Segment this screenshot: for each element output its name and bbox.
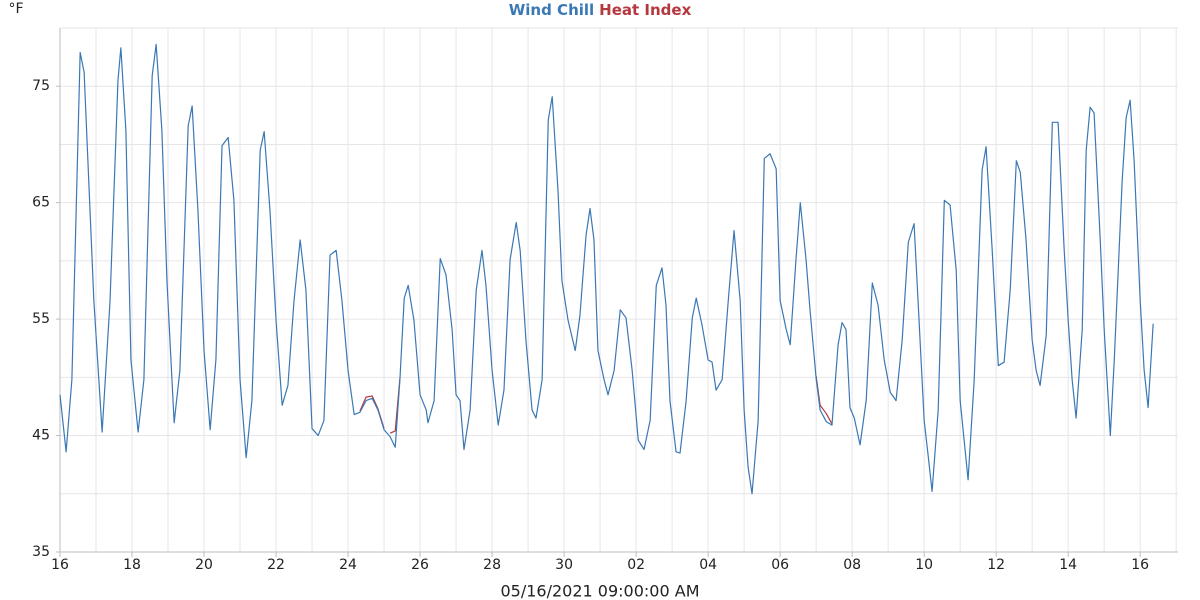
x-tick-label: 18 <box>123 557 141 573</box>
y-tick-label: 65 <box>32 195 50 211</box>
x-tick-label: 24 <box>339 557 357 573</box>
x-tick-label: 12 <box>987 557 1005 573</box>
legend: Wind Chill Heat Index <box>509 1 692 19</box>
y-axis-label: °F <box>8 1 23 17</box>
legend-entry: Heat Index <box>599 1 691 19</box>
x-tick-label: 10 <box>915 557 933 573</box>
x-tick-label: 04 <box>699 557 717 573</box>
x-tick-label: 08 <box>843 557 861 573</box>
x-tick-label: 06 <box>771 557 789 573</box>
y-tick-label: 45 <box>32 428 50 444</box>
x-tick-label: 14 <box>1059 557 1077 573</box>
series-line <box>359 376 833 434</box>
y-tick-label: 75 <box>32 78 50 94</box>
x-axis-label: 05/16/2021 09:00:00 AM <box>501 582 700 600</box>
x-tick-label: 22 <box>267 557 285 573</box>
x-tick-label: 30 <box>555 557 573 573</box>
x-tick-label: 16 <box>51 557 69 573</box>
series-line <box>59 43 1154 495</box>
x-tick-label: 20 <box>195 557 213 573</box>
y-tick-label: 55 <box>32 311 50 327</box>
y-tick-label: 35 <box>32 544 50 560</box>
x-tick-label: 26 <box>411 557 429 573</box>
legend-entry: Wind Chill <box>509 1 594 19</box>
x-tick-label: 16 <box>1131 557 1149 573</box>
x-tick-label: 02 <box>627 557 645 573</box>
x-tick-label: 28 <box>483 557 501 573</box>
